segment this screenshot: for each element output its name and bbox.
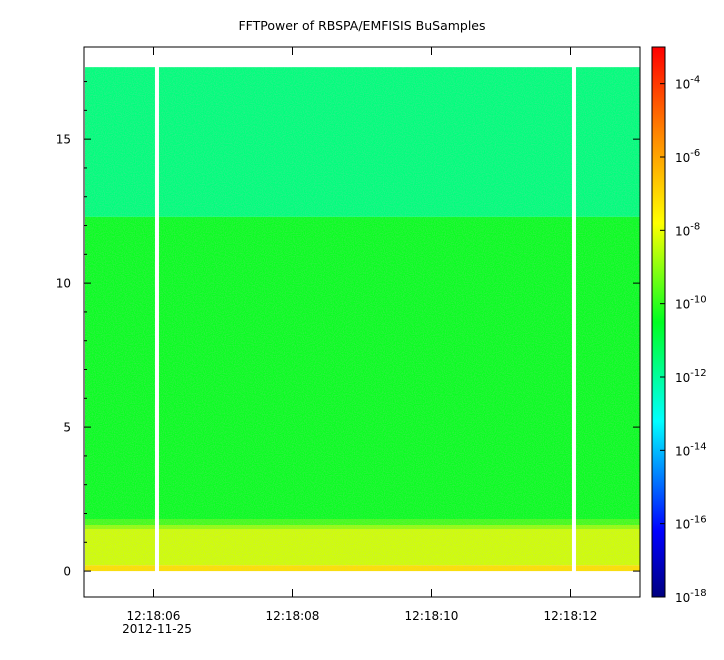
- x-date-label: 2012-11-25: [122, 622, 192, 636]
- y-tick-label: 10: [56, 277, 71, 291]
- plot-area: [85, 66, 640, 573]
- y-tick-label: 5: [63, 421, 71, 435]
- x-tick-label: 12:18:08: [266, 609, 320, 623]
- noise-texture: [85, 67, 640, 572]
- data-gap-0: [154, 66, 159, 573]
- colorbar-tick-label: 10-12: [675, 368, 707, 385]
- data-gap-1: [571, 66, 576, 573]
- y-axis: 0 5 10 15: [56, 81, 640, 579]
- x-tick-label: 12:18:10: [405, 609, 459, 623]
- colorbar: [651, 46, 666, 598]
- colorbar-tick-label: 10-4: [675, 75, 700, 92]
- x-tick-label: 12:18:06: [127, 609, 181, 623]
- colorbar-axis: 10-4 10-6 10-8 10-10 10-12 10-14 10-16 10-18: [660, 75, 707, 605]
- plot-frame: [83, 46, 641, 598]
- y-tick-label: 15: [56, 133, 71, 147]
- chart-title: FFTPower of RBSPA/EMFISIS BuSamples: [238, 18, 485, 33]
- colorbar-tick-label: 10-10: [675, 295, 707, 312]
- x-axis: 12:18:06 12:18:08 12:18:10 12:18:12: [127, 47, 598, 623]
- colorbar-tick-label: 10-18: [675, 588, 707, 605]
- colorbar-tick-label: 10-16: [675, 515, 707, 532]
- x-tick-label: 12:18:12: [544, 609, 598, 623]
- colorbar-tick-label: 10-14: [675, 441, 707, 458]
- colorbar-tick-label: 10-6: [675, 148, 700, 165]
- colorbar-tick-label: 10-8: [675, 221, 700, 238]
- y-tick-label: 0: [63, 565, 71, 579]
